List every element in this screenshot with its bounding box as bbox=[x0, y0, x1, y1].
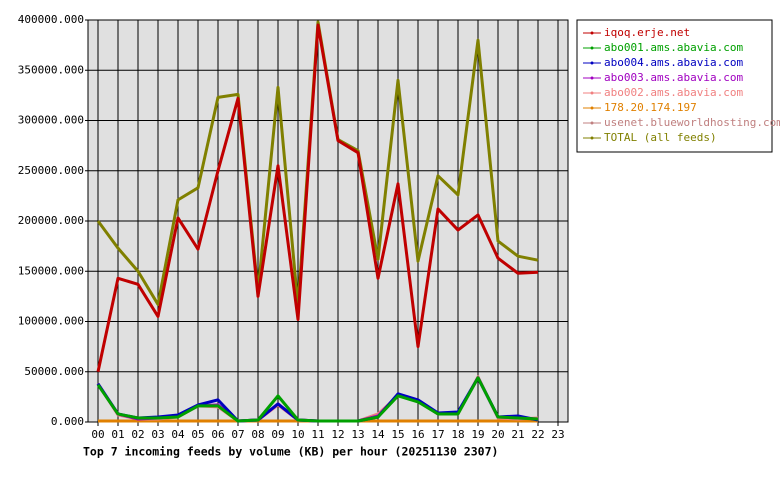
legend-label: TOTAL (all feeds) bbox=[604, 131, 717, 144]
x-tick-label: 17 bbox=[431, 428, 444, 441]
legend-label: iqoq.erje.net bbox=[604, 26, 690, 39]
x-tick-label: 10 bbox=[291, 428, 304, 441]
legend-label: abo003.ams.abavia.com bbox=[604, 71, 743, 84]
x-tick-label: 23 bbox=[551, 428, 564, 441]
y-tick-label: 300000.000 bbox=[18, 114, 84, 127]
x-tick-label: 05 bbox=[191, 428, 204, 441]
legend-label: 178.20.174.197 bbox=[604, 101, 697, 114]
x-tick-label: 09 bbox=[271, 428, 284, 441]
legend-marker bbox=[590, 91, 594, 95]
x-tick-label: 20 bbox=[491, 428, 504, 441]
x-tick-label: 07 bbox=[231, 428, 244, 441]
series-line bbox=[96, 23, 539, 373]
x-tick-label: 14 bbox=[371, 428, 385, 441]
legend-label: usenet.blueworldhosting.com bbox=[604, 116, 780, 129]
x-tick-label: 06 bbox=[211, 428, 224, 441]
legend-marker bbox=[590, 121, 594, 125]
y-tick-label: 250000.000 bbox=[18, 164, 84, 177]
legend-label: abo002.ams.abavia.com bbox=[604, 86, 743, 99]
x-tick-label: 02 bbox=[131, 428, 144, 441]
y-tick-label: 0.000 bbox=[51, 415, 84, 428]
x-tick-label: 21 bbox=[511, 428, 524, 441]
chart-title: Top 7 incoming feeds by volume (KB) per … bbox=[83, 445, 498, 459]
legend-label: abo004.ams.abavia.com bbox=[604, 56, 743, 69]
legend-marker bbox=[590, 106, 594, 110]
x-tick-label: 19 bbox=[471, 428, 484, 441]
x-tick-label: 03 bbox=[151, 428, 164, 441]
y-tick-label: 50000.000 bbox=[24, 365, 84, 378]
x-tick-label: 11 bbox=[311, 428, 324, 441]
x-tick-label: 01 bbox=[111, 428, 124, 441]
x-tick-label: 08 bbox=[251, 428, 264, 441]
x-tick-label: 15 bbox=[391, 428, 404, 441]
x-tick-label: 16 bbox=[411, 428, 424, 441]
y-tick-label: 100000.000 bbox=[18, 315, 84, 328]
x-tick-label: 22 bbox=[531, 428, 544, 441]
y-tick-label: 350000.000 bbox=[18, 63, 84, 76]
x-tick-label: 13 bbox=[351, 428, 364, 441]
legend-marker bbox=[590, 76, 594, 80]
series-line bbox=[96, 20, 539, 308]
legend-label: abo001.ams.abavia.com bbox=[604, 41, 743, 54]
legend-marker bbox=[590, 61, 594, 65]
y-tick-label: 200000.000 bbox=[18, 214, 84, 227]
legend-marker bbox=[590, 136, 594, 140]
x-tick-label: 12 bbox=[331, 428, 344, 441]
y-tick-label: 150000.000 bbox=[18, 264, 84, 277]
x-tick-label: 18 bbox=[451, 428, 464, 441]
legend-box bbox=[576, 19, 773, 153]
legend-marker bbox=[590, 46, 594, 50]
x-tick-label: 00 bbox=[91, 428, 104, 441]
series-line bbox=[96, 376, 539, 423]
legend-marker bbox=[590, 31, 594, 35]
x-tick-label: 04 bbox=[171, 428, 185, 441]
y-tick-label: 400000.000 bbox=[18, 13, 84, 26]
